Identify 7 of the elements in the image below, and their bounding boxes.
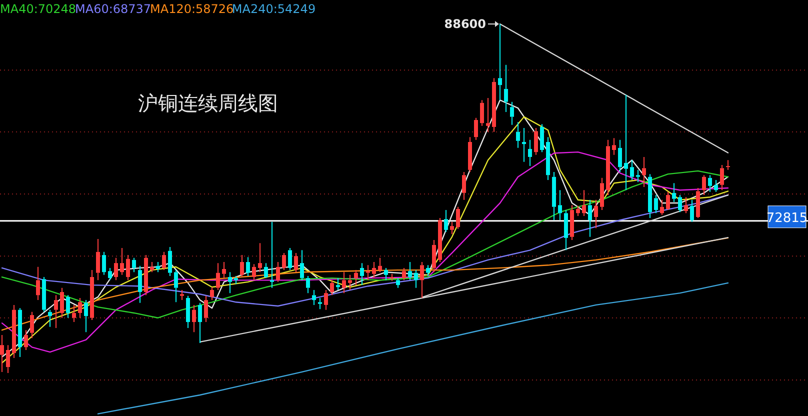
text: MA240:54249 bbox=[232, 2, 316, 16]
text: MA60:68737 bbox=[75, 2, 152, 16]
text: MA120:58726 bbox=[150, 2, 234, 16]
text: 沪铜连续周线图 bbox=[138, 91, 278, 115]
annotation: 88600 bbox=[444, 17, 486, 31]
text: 72815 bbox=[766, 210, 808, 226]
text: MA40:70248 bbox=[0, 2, 76, 16]
